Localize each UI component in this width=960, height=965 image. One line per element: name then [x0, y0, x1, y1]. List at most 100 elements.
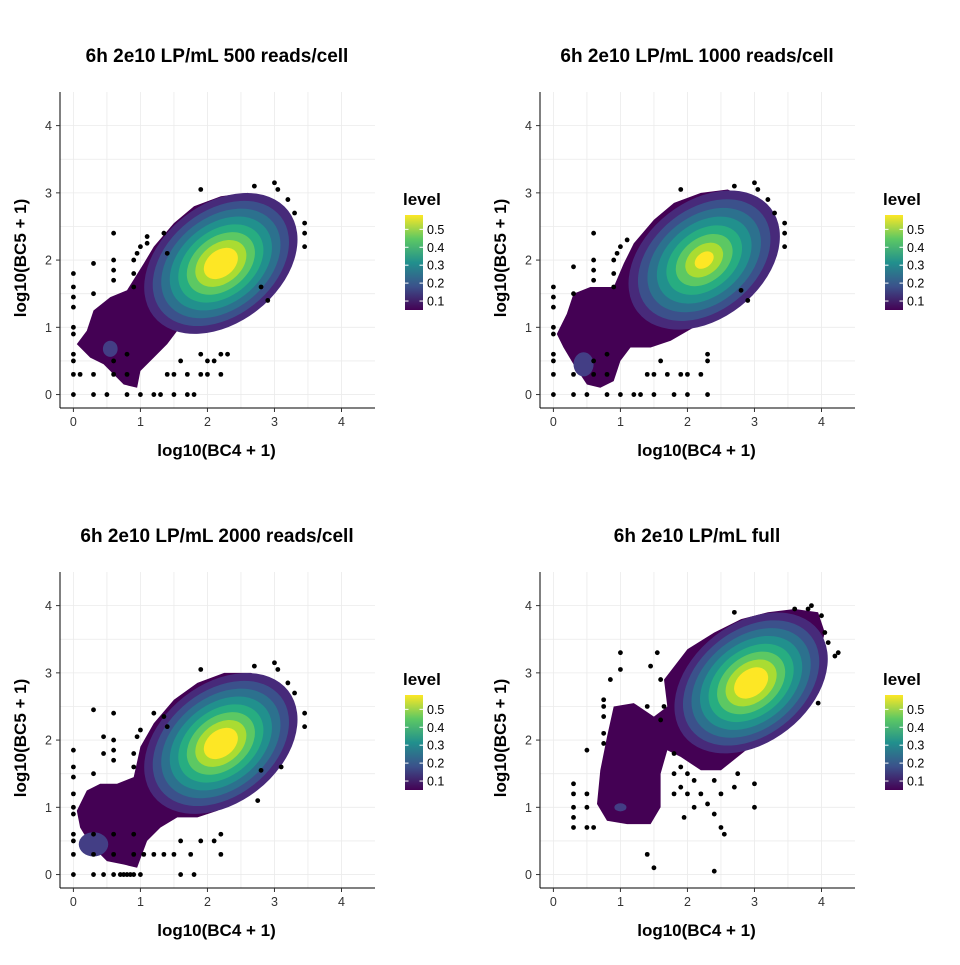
data-point	[111, 737, 117, 743]
data-point	[225, 351, 230, 357]
data-point	[134, 734, 140, 740]
x-axis-title: log10(BC4 + 1)	[157, 921, 276, 940]
x-tick-label: 1	[137, 415, 144, 429]
legend-label: 0.2	[907, 757, 924, 771]
data-point	[131, 764, 137, 770]
data-point	[218, 371, 224, 377]
data-point	[91, 851, 96, 857]
data-point	[184, 392, 190, 397]
data-point	[71, 331, 76, 337]
y-tick-label: 2	[525, 734, 532, 748]
data-point	[131, 872, 137, 877]
density-side-blob	[573, 352, 594, 377]
data-point	[571, 392, 576, 397]
data-point	[731, 609, 737, 615]
data-point	[211, 838, 217, 844]
data-point	[604, 351, 610, 357]
data-point	[164, 724, 170, 730]
data-point	[302, 724, 308, 730]
data-point	[101, 751, 106, 756]
x-tick-label: 0	[550, 415, 557, 429]
data-point	[611, 271, 617, 276]
data-point	[91, 831, 96, 837]
legend-label: 0.1	[427, 295, 444, 309]
data-point	[671, 791, 677, 797]
data-point	[205, 371, 210, 377]
data-point	[752, 781, 757, 787]
data-point	[685, 392, 690, 397]
legend-label: 0.1	[427, 775, 444, 789]
density-level-9	[694, 251, 714, 269]
data-point	[71, 324, 76, 330]
data-point	[302, 220, 308, 226]
data-point	[685, 791, 690, 797]
data-point	[104, 392, 110, 397]
data-point	[611, 257, 617, 263]
scatter-points	[71, 660, 308, 877]
legend-label: 0.5	[427, 223, 444, 237]
legend-colorbar	[405, 695, 423, 790]
data-point	[151, 392, 157, 397]
data-point	[198, 371, 204, 377]
legend-label: 0.1	[907, 775, 924, 789]
x-tick-label: 2	[684, 415, 691, 429]
data-point	[591, 277, 597, 283]
y-tick-label: 4	[45, 599, 52, 613]
density-surface	[76, 672, 298, 868]
data-point	[601, 730, 607, 736]
data-point	[71, 392, 76, 397]
data-point	[591, 257, 597, 263]
density-side-blob	[78, 832, 109, 857]
data-point	[698, 791, 704, 797]
data-point	[71, 271, 76, 276]
data-point	[658, 717, 664, 723]
data-point	[151, 710, 157, 716]
data-point	[745, 298, 751, 303]
data-point	[302, 710, 308, 716]
data-point	[141, 851, 147, 857]
scatter-points	[71, 180, 308, 397]
x-tick-label: 3	[271, 895, 278, 909]
legend-label: 0.3	[427, 739, 444, 753]
y-tick-label: 2	[525, 254, 532, 268]
data-point	[278, 764, 284, 770]
x-tick-label: 0	[70, 895, 77, 909]
data-point	[664, 371, 670, 377]
data-point	[604, 371, 610, 377]
data-point	[131, 284, 137, 290]
legend-title: level	[883, 190, 921, 209]
data-point	[198, 667, 204, 672]
data-point	[685, 771, 690, 777]
data-point	[551, 331, 556, 337]
data-point	[101, 872, 106, 877]
scatter-points	[551, 180, 788, 397]
x-tick-label: 4	[338, 895, 345, 909]
x-tick-label: 4	[818, 415, 825, 429]
data-point	[138, 727, 143, 733]
y-tick-label: 0	[525, 868, 532, 882]
data-point	[71, 791, 76, 797]
legend-label: 0.3	[427, 259, 444, 273]
data-point	[782, 220, 788, 226]
data-point	[805, 606, 811, 612]
legend-title: level	[883, 670, 921, 689]
data-point	[131, 831, 137, 837]
y-tick-label: 2	[45, 734, 52, 748]
density-level-10	[742, 675, 760, 691]
data-point	[285, 680, 291, 686]
data-point	[71, 804, 76, 810]
data-point	[161, 851, 167, 857]
data-point	[584, 791, 590, 797]
data-point	[171, 371, 177, 377]
legend-title: level	[403, 670, 441, 689]
data-point	[551, 351, 556, 357]
data-point	[302, 230, 308, 236]
data-point	[124, 351, 130, 357]
y-tick-label: 0	[45, 868, 52, 882]
data-point	[765, 197, 771, 202]
x-tick-label: 2	[204, 415, 211, 429]
data-point	[618, 650, 623, 656]
y-tick-label: 1	[45, 321, 52, 335]
data-point	[698, 371, 704, 377]
density-surface	[76, 192, 298, 388]
